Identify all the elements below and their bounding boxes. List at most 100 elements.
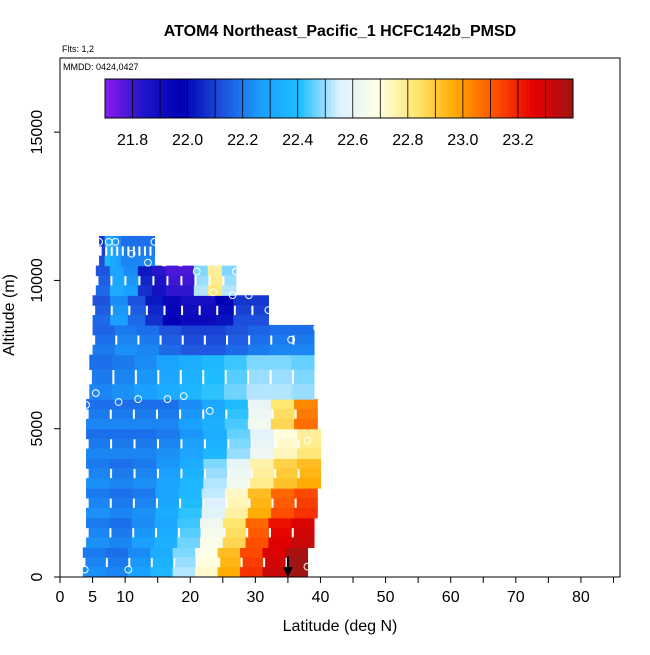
heatmap-cell bbox=[158, 344, 182, 356]
colorbar-tick-label: 22.0 bbox=[172, 132, 203, 149]
sample-point bbox=[192, 267, 201, 276]
heatmap-cell bbox=[197, 557, 219, 568]
heatmap-cell bbox=[291, 517, 315, 529]
heatmap-cell bbox=[95, 305, 111, 316]
heatmap-cell bbox=[293, 527, 315, 539]
colorbar-segment bbox=[491, 79, 496, 118]
heatmap-cell bbox=[270, 399, 295, 410]
heatmap-cell bbox=[82, 547, 106, 558]
colorbar-segment bbox=[342, 79, 348, 118]
colorbar-segment bbox=[155, 79, 161, 118]
heatmap-cell bbox=[111, 408, 133, 420]
heatmap-cell bbox=[204, 369, 225, 385]
colorbar-segment bbox=[498, 79, 504, 118]
heatmap-cell bbox=[198, 315, 217, 326]
sample-point bbox=[114, 398, 123, 406]
heatmap-cell bbox=[252, 468, 275, 479]
x-tick-label: 0 bbox=[56, 589, 65, 606]
heatmap-cell bbox=[179, 448, 204, 459]
heatmap-cell bbox=[145, 245, 150, 257]
heatmap-cell bbox=[233, 315, 252, 326]
colorbar-segment bbox=[183, 79, 188, 118]
heatmap-cell bbox=[253, 305, 269, 316]
heatmap-cell bbox=[121, 235, 128, 247]
heatmap-cell bbox=[134, 245, 139, 257]
colorbar-segment bbox=[108, 79, 114, 118]
colorbar-segment bbox=[510, 79, 515, 118]
heatmap-cell bbox=[205, 334, 226, 346]
colorbar-segment bbox=[241, 79, 246, 118]
x-tick-label: 40 bbox=[312, 589, 330, 606]
heatmap-cell bbox=[250, 295, 269, 306]
heatmap-cell bbox=[88, 438, 111, 450]
heatmap-cell bbox=[107, 557, 129, 568]
colorbar-segment bbox=[296, 79, 301, 118]
colorbar-segment bbox=[214, 79, 219, 118]
heatmap-cell bbox=[294, 334, 315, 346]
heatmap-cell bbox=[155, 488, 180, 499]
heatmap-cell bbox=[127, 547, 151, 558]
heatmap-cell bbox=[233, 295, 252, 306]
heatmap-cell bbox=[299, 438, 322, 450]
heatmap-cells bbox=[82, 235, 322, 577]
heatmap-cell bbox=[193, 285, 209, 296]
heatmap-cell bbox=[181, 497, 203, 509]
heatmap-cell bbox=[99, 255, 106, 267]
heatmap-cell bbox=[299, 468, 322, 479]
colorbar-segment bbox=[541, 79, 547, 118]
heatmap-cell bbox=[268, 517, 292, 529]
heatmap-cell bbox=[91, 369, 113, 385]
heatmap-cell bbox=[182, 438, 204, 450]
heatmap-cell bbox=[127, 315, 146, 326]
heatmap-cell bbox=[273, 408, 295, 420]
heatmap-cell bbox=[269, 354, 293, 370]
colorbar-segment bbox=[171, 79, 176, 118]
heatmap-cell bbox=[221, 265, 237, 277]
sample-point bbox=[150, 237, 159, 246]
plot-frame bbox=[59, 57, 621, 578]
sample-point bbox=[91, 389, 100, 398]
heatmap-cell bbox=[250, 428, 275, 440]
heatmap-cell bbox=[110, 235, 117, 247]
colorbar-segment bbox=[245, 79, 250, 118]
heatmap-cell bbox=[201, 418, 226, 430]
heatmap-cell bbox=[294, 507, 318, 519]
heatmap-cell bbox=[95, 334, 116, 346]
heatmap-cell bbox=[262, 567, 286, 577]
heatmap-cell bbox=[86, 418, 110, 430]
y-tick-label: 5000 bbox=[29, 411, 46, 447]
colorbar-segment bbox=[381, 79, 387, 118]
sample-point bbox=[231, 267, 240, 276]
heatmap-cell bbox=[123, 285, 139, 296]
heatmap-cell bbox=[196, 275, 209, 286]
heatmap-cell bbox=[132, 399, 156, 410]
heatmap-cell bbox=[134, 497, 156, 509]
heatmap-cell bbox=[127, 567, 151, 577]
heatmap-cell bbox=[221, 285, 237, 296]
colorbar-segment bbox=[444, 79, 449, 118]
heatmap-cell bbox=[134, 384, 158, 400]
heatmap-cell bbox=[270, 488, 295, 499]
heatmap-cell bbox=[92, 344, 116, 356]
colorbar-segment bbox=[413, 79, 418, 118]
heatmap-cell bbox=[276, 468, 298, 479]
colorbar-segment bbox=[417, 79, 422, 118]
sample-point bbox=[163, 395, 172, 403]
colorbar-segment bbox=[409, 79, 414, 118]
heatmap-cell bbox=[284, 567, 309, 577]
heatmap-cell bbox=[247, 507, 272, 519]
heatmap-cell bbox=[111, 354, 135, 370]
colorbar-segment bbox=[467, 79, 473, 118]
heatmap-cell bbox=[86, 399, 110, 410]
heatmap-cell bbox=[158, 408, 180, 420]
heatmap-cell bbox=[224, 418, 249, 430]
colorbar-segment bbox=[358, 79, 363, 118]
heatmap-cell bbox=[112, 305, 129, 316]
heatmap-cell bbox=[205, 468, 228, 479]
heatmap-cell bbox=[250, 334, 271, 346]
heatmap-cell bbox=[201, 488, 226, 499]
heatmap-cell bbox=[225, 344, 249, 356]
heatmap-cell bbox=[224, 488, 249, 499]
heatmap-cell bbox=[297, 428, 322, 440]
colorbar-segment bbox=[210, 79, 215, 118]
